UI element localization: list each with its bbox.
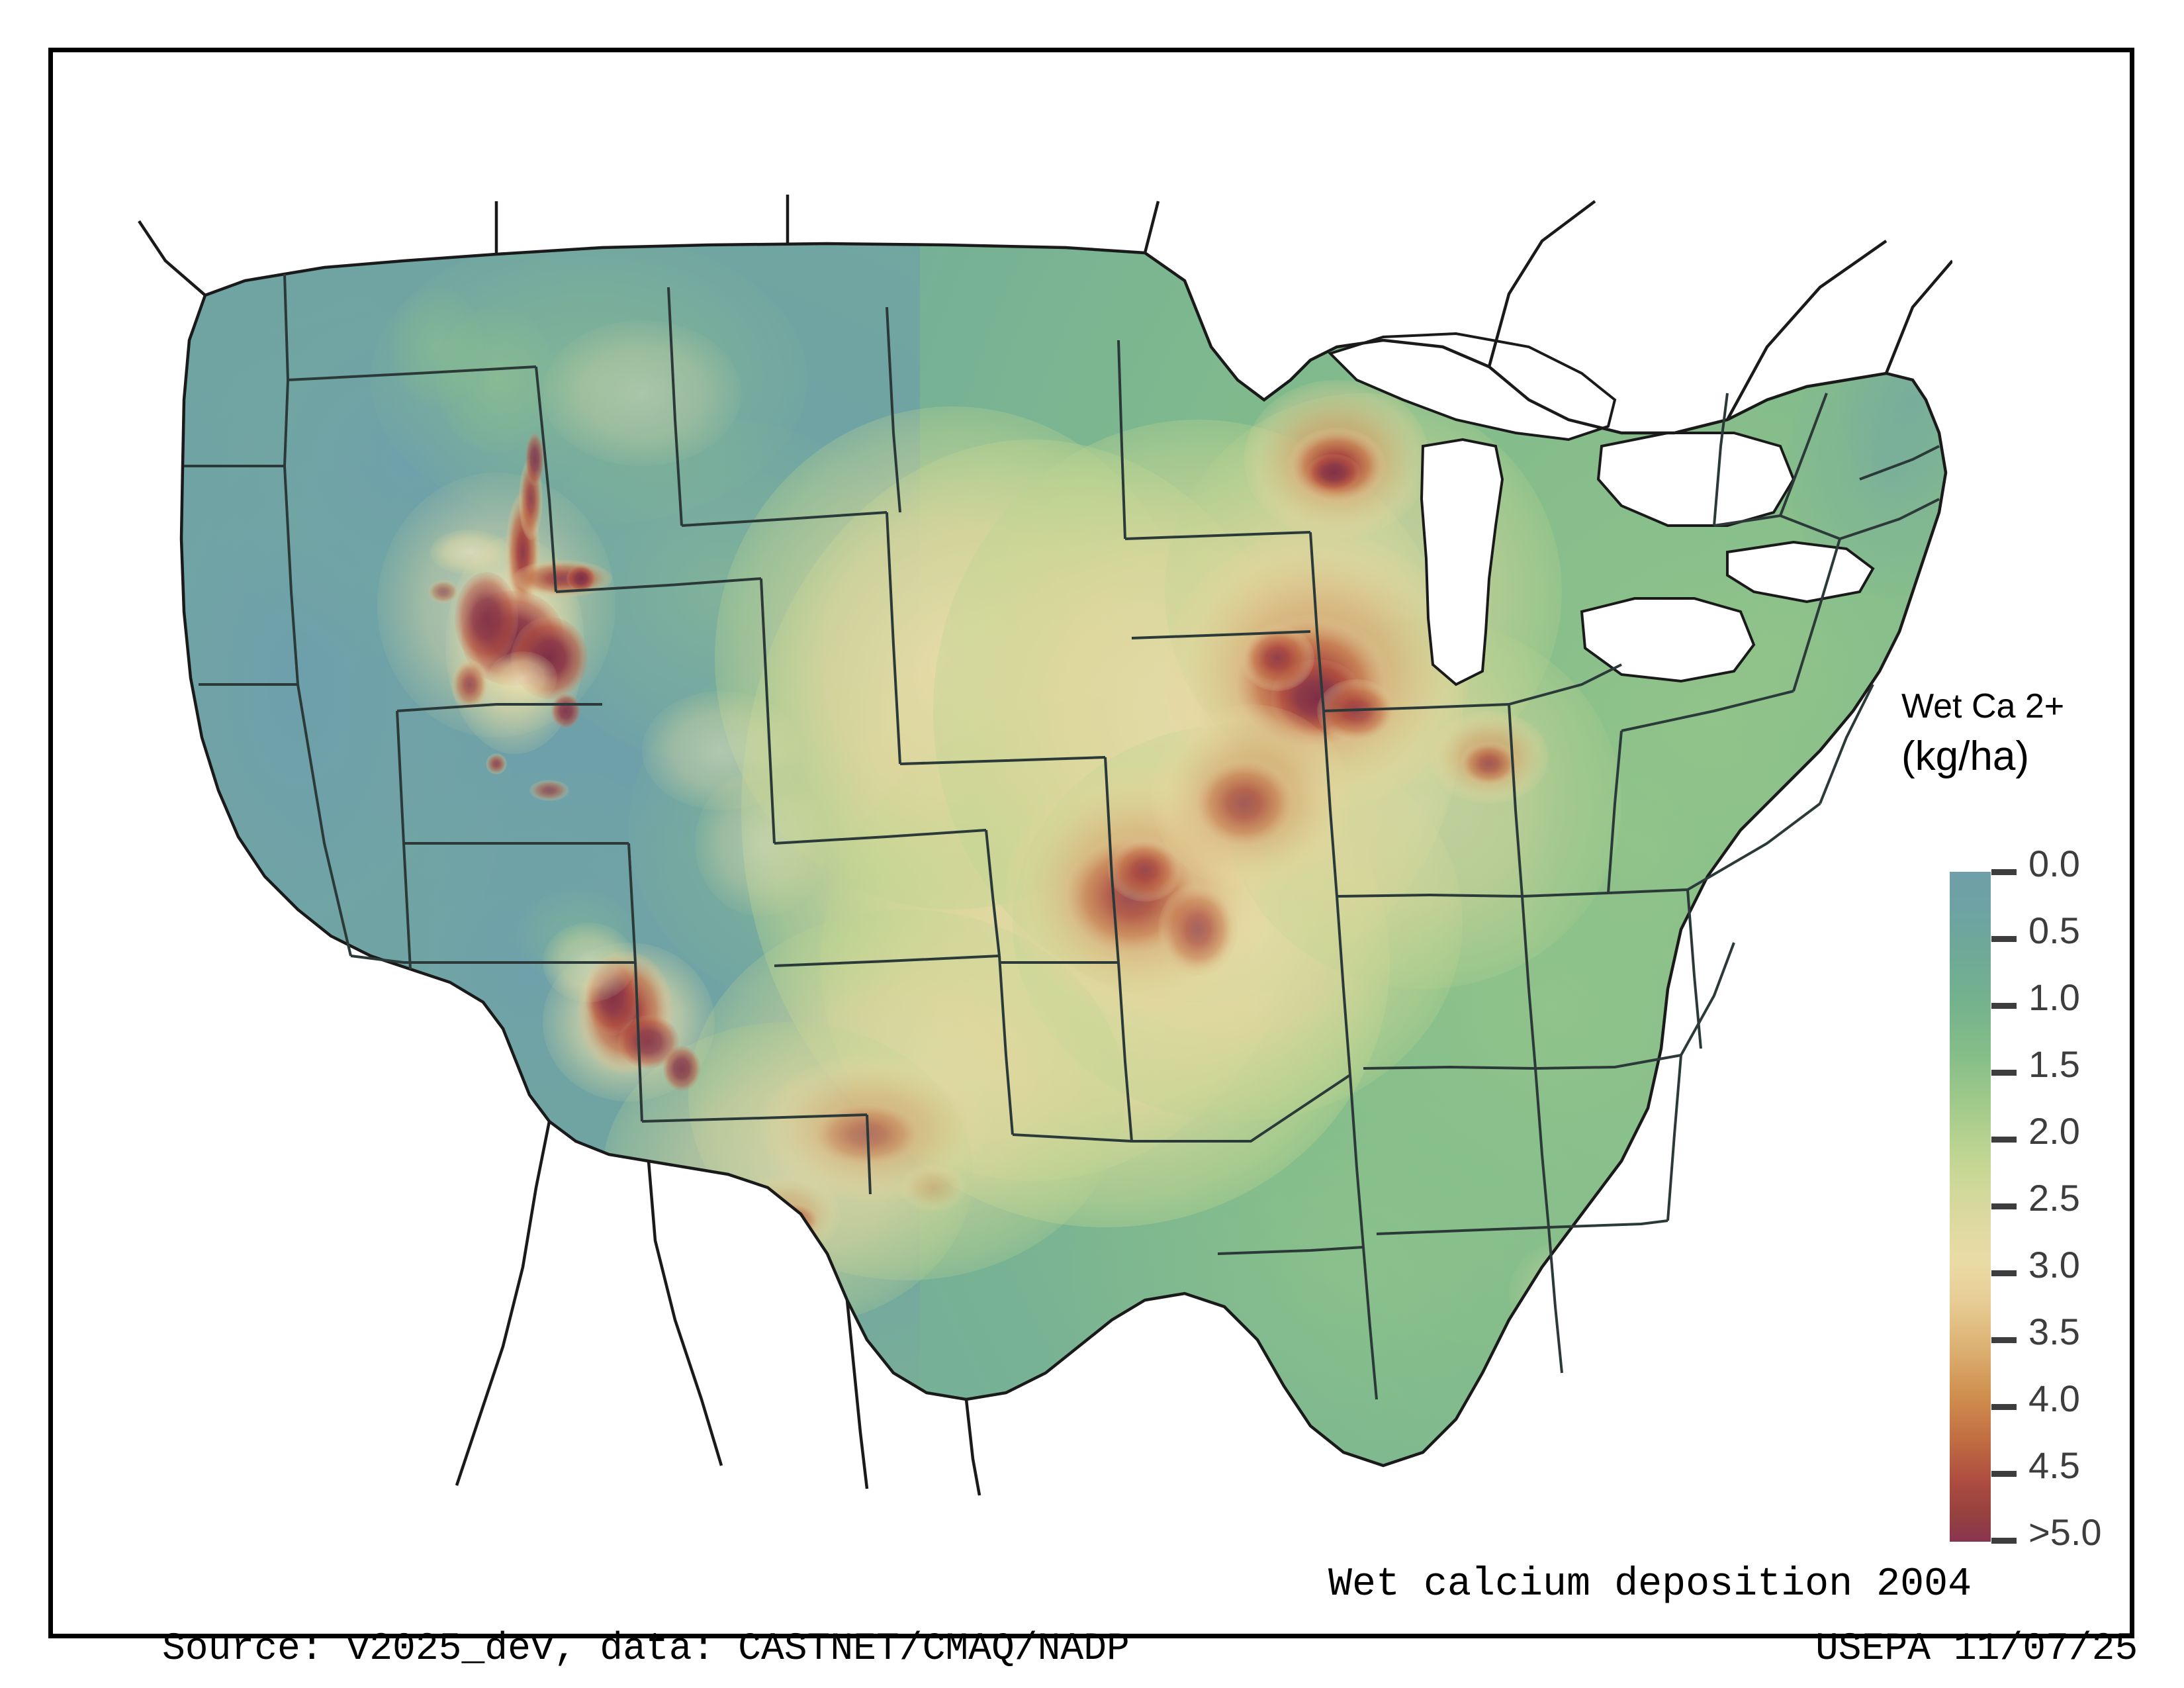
colorbar-title: Wet Ca 2+ <box>1901 687 2065 726</box>
agency-date-stamp: USEPA 11/07/25 <box>1815 1628 2138 1671</box>
colorbar-label: 4.5 <box>2028 1444 2080 1486</box>
colorbar-tick <box>1991 1003 2017 1009</box>
colorbar-tick <box>1991 1137 2017 1143</box>
colorbar-tick <box>1991 1404 2017 1410</box>
colorbar-gradient <box>1950 872 1991 1542</box>
figure-frame: Wet Ca 2+ (kg/ha) 0.0 0.5 1.0 1.5 2.0 2.… <box>48 48 2138 1671</box>
colorbar-tick <box>1991 1203 2017 1209</box>
colorbar-label: 4.0 <box>2028 1378 2080 1419</box>
colorbar-label: 0.0 <box>2028 843 2080 884</box>
colorbar-tick <box>1991 1070 2017 1076</box>
colorbar-tick <box>1991 1270 2017 1276</box>
deposition-map <box>138 195 1952 1496</box>
colorbar-tick <box>1991 869 2017 875</box>
colorbar-units: (kg/ha) <box>1901 733 2029 779</box>
colorbar-tick <box>1991 936 2017 942</box>
country-outline <box>138 195 1952 1496</box>
great-lakes <box>1328 332 1875 686</box>
colorbar-group: Wet Ca 2+ (kg/ha) 0.0 0.5 1.0 1.5 2.0 2.… <box>1901 688 2140 1553</box>
source-note: Source: v2025_dev, data: CASTNET/CMAQ/NA… <box>162 1628 1130 1671</box>
colorbar-tick <box>1991 1538 2017 1544</box>
colorbar-label: 2.0 <box>2028 1110 2080 1152</box>
colorbar-label: 3.5 <box>2028 1311 2080 1352</box>
colorbar-tick <box>1991 1471 2017 1477</box>
colorbar-label: >5.0 <box>2028 1511 2102 1553</box>
colorbar-label: 2.5 <box>2028 1177 2080 1219</box>
colorbar-label: 1.0 <box>2028 976 2080 1018</box>
colorbar-tick <box>1991 1337 2017 1343</box>
state-boundaries <box>184 273 1940 1400</box>
colorbar-label: 3.0 <box>2028 1244 2080 1286</box>
map-plot-area <box>126 181 1952 1499</box>
map-title: Wet calcium deposition 2004 <box>1328 1562 1972 1607</box>
colorbar-label: 1.5 <box>2028 1043 2080 1085</box>
map-raster <box>181 244 1946 1466</box>
colorbar-label: 0.5 <box>2028 910 2080 951</box>
